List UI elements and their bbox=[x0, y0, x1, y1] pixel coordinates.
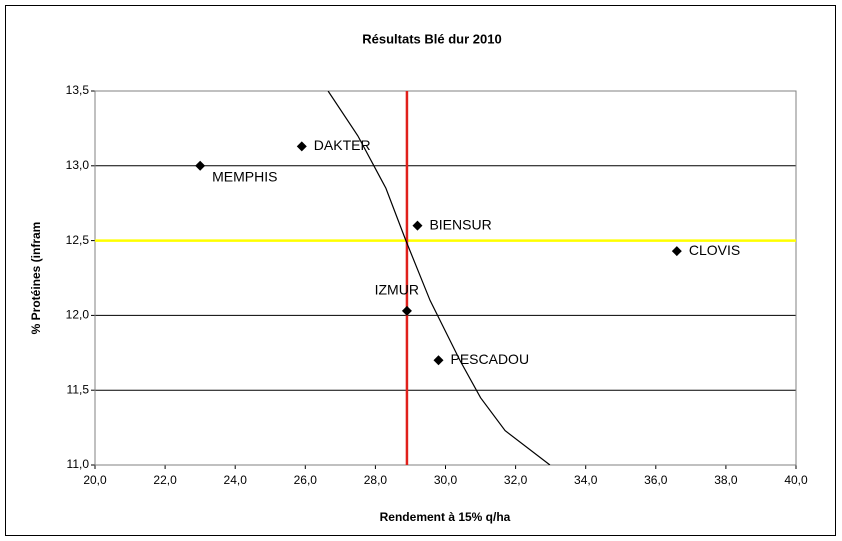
x-tick-label: 32,0 bbox=[504, 473, 528, 487]
plot-area bbox=[94, 90, 797, 466]
y-tick-label: 12,0 bbox=[66, 308, 90, 322]
x-tick-label: 40,0 bbox=[784, 473, 808, 487]
x-tick-label: 22,0 bbox=[153, 473, 177, 487]
y-tick-label: 13,0 bbox=[66, 158, 90, 172]
x-tick-label: 36,0 bbox=[644, 473, 668, 487]
point bbox=[401, 305, 412, 316]
chart-title: Résultats Blé dur 2010 bbox=[362, 31, 501, 46]
point bbox=[671, 246, 682, 257]
point-label: DAKTER bbox=[314, 137, 371, 153]
chart-frame bbox=[5, 5, 836, 536]
point-label: BIENSUR bbox=[429, 216, 491, 232]
point bbox=[412, 220, 423, 231]
point bbox=[296, 141, 307, 152]
x-tick-label: 28,0 bbox=[364, 473, 388, 487]
y-axis-label: % Protéines (infram bbox=[29, 222, 43, 335]
x-tick-label: 26,0 bbox=[294, 473, 318, 487]
point-label: CLOVIS bbox=[689, 242, 740, 258]
x-tick-label: 34,0 bbox=[574, 473, 598, 487]
y-tick-label: 11,5 bbox=[67, 382, 90, 396]
y-tick-label: 11,0 bbox=[67, 457, 90, 471]
y-tick-label: 13,5 bbox=[66, 83, 90, 97]
x-tick-label: 30,0 bbox=[434, 473, 458, 487]
point-label: PESCADOU bbox=[450, 351, 529, 367]
point-label: MEMPHIS bbox=[212, 169, 277, 185]
trend-curve bbox=[327, 91, 551, 465]
point-label: IZMUR bbox=[375, 282, 419, 298]
y-tick-label: 12,5 bbox=[66, 233, 90, 247]
point bbox=[195, 160, 206, 171]
x-tick-label: 24,0 bbox=[224, 473, 248, 487]
x-axis-label: Rendement à 15% q/ha bbox=[380, 510, 511, 524]
x-tick-label: 38,0 bbox=[714, 473, 738, 487]
point bbox=[433, 355, 444, 366]
x-tick-label: 20,0 bbox=[83, 473, 107, 487]
